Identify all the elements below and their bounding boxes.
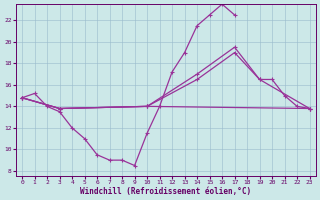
X-axis label: Windchill (Refroidissement éolien,°C): Windchill (Refroidissement éolien,°C)	[80, 187, 252, 196]
